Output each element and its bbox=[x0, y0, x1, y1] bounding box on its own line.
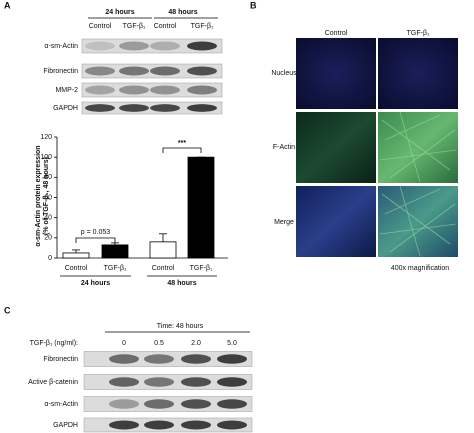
y-tick-label: 60 bbox=[44, 194, 52, 201]
band bbox=[109, 420, 139, 430]
blot-strip bbox=[81, 38, 223, 54]
y-tick-label: 120 bbox=[40, 134, 52, 141]
y-axis-label: (% of TGF-β₁, 48 hours) bbox=[43, 157, 50, 235]
dose: 0 bbox=[122, 340, 126, 347]
micrograph bbox=[378, 112, 458, 183]
blot-row-label: GAPDH bbox=[53, 105, 78, 112]
annotation: p = 0.053 bbox=[81, 229, 110, 236]
caption: 400x magnification bbox=[391, 265, 449, 272]
row-label: Merge bbox=[274, 219, 294, 226]
blot-row-label: MMP-2 bbox=[55, 87, 78, 94]
dose: 2.0 bbox=[191, 340, 201, 347]
band bbox=[109, 354, 139, 364]
annotation: *** bbox=[178, 140, 186, 147]
band bbox=[217, 377, 247, 387]
group-label: 48 hours bbox=[167, 280, 196, 287]
band bbox=[144, 420, 174, 430]
blot-strip bbox=[81, 82, 223, 98]
band bbox=[85, 66, 115, 76]
x-tick-label: Control bbox=[65, 265, 88, 272]
micrograph bbox=[378, 186, 458, 257]
blot-row-label: Fibronectin bbox=[43, 356, 78, 363]
band bbox=[144, 399, 174, 409]
dose-label: TGF-β₁ (ng/ml): bbox=[30, 340, 78, 347]
band bbox=[181, 377, 211, 387]
band bbox=[85, 104, 115, 112]
bracket bbox=[162, 147, 202, 153]
column-label: Control bbox=[325, 30, 348, 37]
lane-label: Control bbox=[89, 23, 112, 30]
blot-row-label: GAPDH bbox=[53, 422, 78, 429]
band bbox=[187, 104, 217, 112]
blot-group: 48 hours bbox=[168, 9, 197, 16]
y-tick-label: 40 bbox=[44, 215, 52, 222]
blot-row-label: Active β-catenin bbox=[28, 379, 78, 386]
panel-label: A bbox=[4, 0, 11, 10]
fibers bbox=[379, 111, 457, 257]
micrograph bbox=[296, 186, 376, 257]
bracket bbox=[75, 237, 116, 243]
band bbox=[217, 354, 247, 364]
blot-row-label: Fibronectin bbox=[43, 68, 78, 75]
y-tick-label: 80 bbox=[44, 174, 52, 181]
x-tick-label: Control bbox=[152, 265, 175, 272]
band bbox=[217, 420, 247, 430]
band bbox=[150, 66, 180, 76]
band bbox=[150, 104, 180, 112]
blot-row-label: α-sm-Actin bbox=[44, 401, 78, 408]
micrograph bbox=[378, 38, 458, 109]
band bbox=[150, 41, 180, 51]
y-tick-label: 0 bbox=[48, 255, 52, 262]
blot bbox=[83, 351, 253, 433]
x-tick-label: TGF-β₁ bbox=[190, 265, 213, 272]
band bbox=[119, 41, 149, 51]
panel-label: C bbox=[4, 305, 11, 315]
bar-chart: 0 20 40 60 80 100 120 Control TGF-β₁ Control TGF-β… bbox=[40, 134, 228, 287]
lane-label: TGF-β₁ bbox=[191, 23, 214, 30]
bar bbox=[62, 252, 90, 259]
band bbox=[85, 41, 115, 51]
panel-label: B bbox=[250, 0, 257, 10]
dose: 5.0 bbox=[227, 340, 237, 347]
group-label: 24 hours bbox=[81, 280, 110, 287]
lane-label: Control bbox=[154, 23, 177, 30]
row-label: Nucleus bbox=[271, 70, 297, 77]
band bbox=[187, 66, 217, 76]
band bbox=[187, 41, 217, 51]
band bbox=[144, 354, 174, 364]
band bbox=[181, 399, 211, 409]
band bbox=[109, 399, 139, 409]
band bbox=[217, 399, 247, 409]
band bbox=[109, 377, 139, 387]
x-tick-label: TGF-β₁ bbox=[104, 265, 127, 272]
band bbox=[181, 354, 211, 364]
band bbox=[119, 66, 149, 76]
bar bbox=[149, 241, 177, 259]
band bbox=[85, 85, 115, 95]
time-label: Time: 48 hours bbox=[157, 323, 204, 330]
band bbox=[144, 377, 174, 387]
band bbox=[119, 85, 149, 95]
bar bbox=[187, 156, 215, 259]
micrograph bbox=[296, 38, 376, 109]
blot bbox=[81, 38, 223, 115]
band bbox=[150, 85, 180, 95]
micrograph bbox=[296, 112, 376, 183]
lane-label: TGF-β₁ bbox=[123, 23, 146, 30]
y-tick-label: 100 bbox=[40, 154, 52, 161]
band bbox=[181, 420, 211, 430]
y-axis-label: α-sm-Actin protein expression bbox=[35, 145, 42, 246]
blot-group: 24 hours bbox=[105, 9, 134, 16]
bar bbox=[101, 244, 129, 259]
row-label: F-Actin bbox=[273, 144, 295, 151]
y-tick-label: 20 bbox=[44, 235, 52, 242]
column-label: TGF-β₁ bbox=[407, 30, 430, 37]
band bbox=[119, 104, 149, 112]
band bbox=[187, 85, 217, 95]
blot-row-label: α-sm-Actin bbox=[44, 43, 78, 50]
dose: 0.5 bbox=[154, 340, 164, 347]
